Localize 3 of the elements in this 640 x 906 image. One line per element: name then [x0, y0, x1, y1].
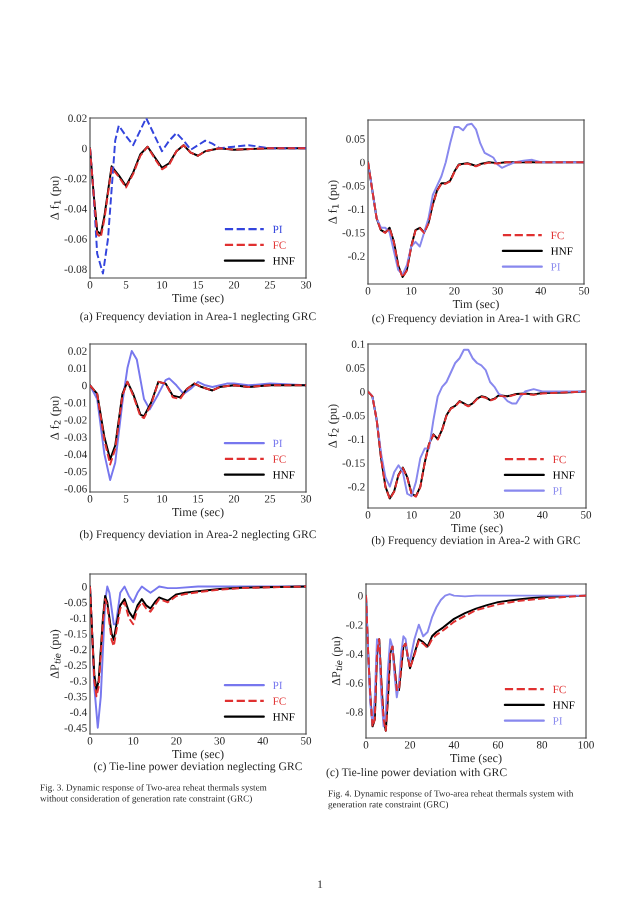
- line-series: [368, 390, 586, 500]
- line-series: [368, 348, 586, 498]
- line-series: [90, 118, 306, 275]
